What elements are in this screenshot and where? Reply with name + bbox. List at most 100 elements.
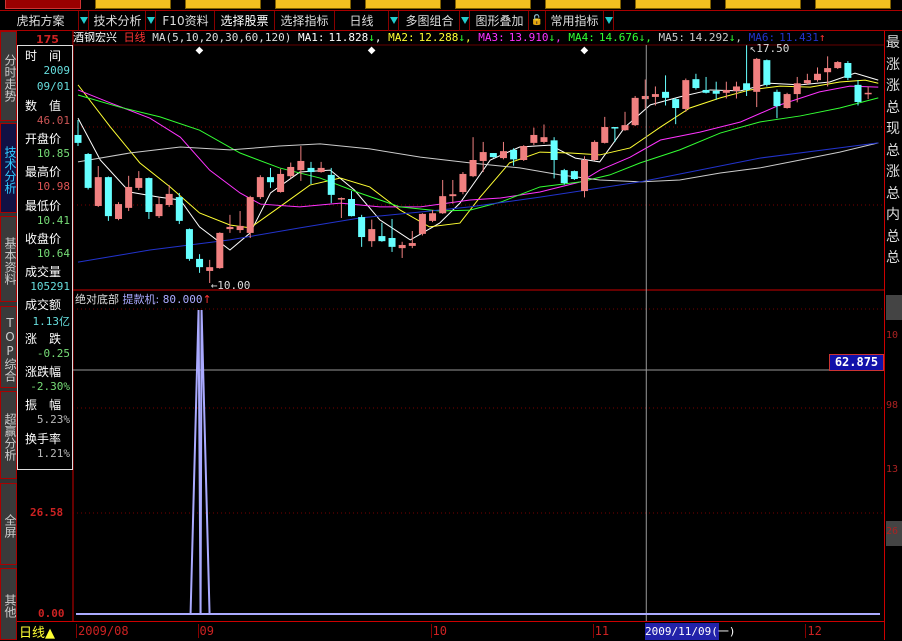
candle-body — [236, 225, 244, 231]
left-tab-1[interactable]: 技术分析 — [0, 123, 17, 213]
info-value: 10.85 — [36, 146, 70, 160]
candle — [520, 145, 528, 161]
candle-body — [479, 152, 487, 161]
candle-body — [712, 90, 720, 94]
indicator-spike — [189, 309, 202, 615]
candle — [510, 148, 518, 166]
candle — [307, 161, 315, 185]
candle — [783, 92, 791, 109]
candle — [530, 127, 538, 146]
candle — [803, 73, 811, 85]
candle-body — [732, 86, 740, 91]
date-tick-label: 11 — [592, 624, 610, 638]
candle-body — [469, 160, 477, 177]
candle — [449, 179, 457, 204]
dropdown-arrow-icon[interactable] — [146, 11, 156, 31]
candle — [104, 176, 112, 221]
candle-body — [94, 177, 102, 206]
ma-value: 12.288 — [418, 31, 459, 44]
candle-body — [459, 173, 467, 193]
left-tab-6[interactable]: 其他 — [0, 568, 17, 640]
toolbar-button-7[interactable]: 图形叠加 — [471, 11, 529, 31]
info-value: 1.13亿 — [32, 315, 71, 329]
top-button[interactable] — [185, 0, 261, 9]
ma-name: MA2: — [388, 31, 415, 44]
ma-value: 14.292 — [688, 31, 729, 44]
candle — [844, 61, 852, 81]
left-tab-5[interactable]: 全屏 — [0, 483, 17, 565]
toolbar-button-3[interactable]: 选择股票 — [215, 11, 275, 31]
candle-body — [581, 160, 588, 192]
ma-value: 13.910 — [508, 31, 549, 44]
info-label: 换手率 — [25, 431, 62, 446]
top-button[interactable] — [545, 0, 621, 9]
dropdown-arrow-icon[interactable] — [79, 11, 89, 31]
top-button[interactable] — [95, 0, 171, 9]
period-switch[interactable]: 日线▲ — [19, 626, 55, 641]
padlock-icon[interactable]: 🔓 — [529, 11, 546, 31]
ma-line-MA6 — [77, 142, 879, 263]
top-button[interactable] — [635, 0, 711, 9]
left-tab-2[interactable]: 基本资料 — [0, 216, 17, 302]
candle-body — [520, 146, 528, 161]
cursor-date: 2009/11/09(一) — [645, 623, 736, 640]
top-button[interactable] — [725, 0, 801, 9]
top-button[interactable] — [455, 0, 531, 9]
toolbar: 虎拓方案 技术分析 F10资料 选择股票 选择指标 日线 多图组合 图形叠加 🔓 常用指标 — [0, 10, 902, 31]
candle — [824, 56, 832, 87]
date-tick-label: 10 — [430, 624, 447, 638]
candle-body — [560, 170, 568, 184]
toolbar-button-8[interactable]: 常用指标 — [546, 11, 604, 31]
toolbar-button-0[interactable]: 虎拓方案 — [3, 11, 79, 31]
dropdown-arrow-icon[interactable] — [604, 11, 614, 31]
toolbar-button-1[interactable]: 技术分析 — [90, 11, 146, 31]
ma-label-4: MA4: 14.676↓, — [568, 31, 659, 44]
toolbar-button-6[interactable]: 多图组合 — [400, 11, 460, 31]
top-button[interactable] — [275, 0, 351, 9]
candle — [641, 79, 649, 109]
candle-body — [854, 84, 862, 102]
left-tab-4[interactable]: 超赢分析 — [0, 391, 17, 479]
dropdown-arrow-icon[interactable] — [460, 11, 470, 31]
candle — [662, 75, 670, 106]
candle-body — [206, 267, 214, 271]
toolbar-button-4[interactable]: 选择指标 — [275, 11, 335, 31]
info-value: 09/01 — [36, 80, 70, 94]
candle — [499, 141, 507, 160]
candle — [489, 153, 497, 158]
toolbar-button-5[interactable]: 日线 — [335, 11, 389, 31]
info-value: 46.01 — [36, 113, 70, 127]
ma-name: MA5: — [658, 31, 685, 44]
candle-body — [185, 229, 193, 259]
candle-body — [256, 177, 264, 198]
toolbar-button-2[interactable]: F10资料 — [157, 11, 215, 31]
ma-label-2: MA2: 12.288↓, — [388, 31, 479, 44]
candle — [408, 231, 416, 249]
date-tick-label: 12 — [805, 624, 822, 638]
left-tab-0[interactable]: 分时走势 — [0, 31, 17, 121]
top-button[interactable] — [365, 0, 441, 9]
ma-line-MA5 — [77, 142, 879, 183]
quote-field-label: 总 — [886, 250, 900, 266]
candle-body — [621, 125, 629, 131]
top-button[interactable] — [5, 0, 81, 9]
left-tab-3[interactable]: TOP综合1 — [0, 306, 17, 388]
arrow-down-icon: ↓ — [368, 31, 375, 44]
candle-body — [398, 244, 406, 249]
candle-body — [327, 174, 335, 195]
top-button[interactable] — [815, 0, 891, 9]
candle-body — [753, 58, 761, 92]
candle — [206, 259, 214, 283]
indicator-name[interactable]: 绝对底部 — [75, 293, 119, 306]
candle — [175, 192, 183, 225]
candle — [763, 59, 771, 87]
right-axis-label: 10 — [886, 330, 899, 341]
candle — [297, 146, 305, 181]
dropdown-arrow-icon[interactable] — [389, 11, 399, 31]
candle — [692, 73, 700, 90]
quote-field-label: 现 — [886, 121, 900, 137]
candle — [418, 213, 426, 236]
left-axis-label: 0.00 — [38, 607, 65, 620]
candle-body — [540, 137, 548, 142]
